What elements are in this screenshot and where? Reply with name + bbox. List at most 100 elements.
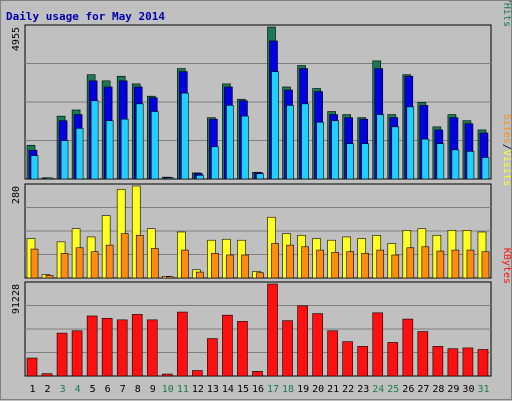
sites-bar [105,244,114,279]
pages-bar [120,118,129,180]
sites-bar [376,249,385,279]
x-tick-label: 9 [150,384,156,395]
pages-bar [105,120,114,180]
kbytes-bar [86,315,98,377]
pages-bar [361,143,370,180]
sites-bar [406,247,415,279]
kbytes-bar [477,349,489,377]
kbytes-bar [462,347,474,377]
pages-bar [451,149,460,180]
sites-bar [241,254,249,279]
kbytes-bar [297,305,308,377]
kbytes-bar [357,346,369,377]
x-tick-label: 6 [105,384,111,395]
sites-bar [30,248,39,279]
x-tick-label: 2 [45,384,51,395]
x-tick-label: 5 [90,384,96,395]
sites-bar [466,249,475,279]
x-tick-label: 7 [120,384,126,395]
sites-bar [135,234,144,279]
kbytes-bar [447,348,459,377]
x-tick-label: 30 [462,384,474,395]
kbytes-bar [342,341,353,377]
x-tick-label: 22 [342,384,354,395]
pages-bar [90,100,99,180]
sites-bar [346,251,354,279]
sites-bar [45,275,54,279]
kbytes-bar [41,373,53,377]
x-tick-label: 18 [282,384,294,395]
sites-bar [421,246,430,279]
pages-bar [45,177,54,180]
kbytes-bar [312,313,323,377]
sites-bar [211,253,219,279]
x-tick-label: 28 [432,384,444,395]
x-tick-label: 23 [357,384,369,395]
kbytes-bar [26,357,38,377]
pages-bar [226,105,234,180]
pages-bar [481,157,490,180]
pages-bar [135,103,144,180]
pages-bar [316,121,324,180]
pages-bar [181,92,189,180]
kbytes-bar [161,373,173,377]
x-tick-label: 20 [312,384,324,395]
kbytes-bar [207,338,218,377]
x-tick-label: 1 [30,384,36,395]
x-tick-label: 31 [477,384,489,395]
kbytes-bar [101,318,113,377]
sites-bar [256,272,264,279]
pages-bar [30,155,39,180]
kbytes-bar [71,330,83,377]
pages-bar [241,115,249,180]
x-tick-label: 24 [372,384,384,395]
x-tick-label: 4 [75,384,81,395]
sites-bar [165,276,174,279]
sites-bar [60,253,69,279]
x-tick-label: 15 [237,384,249,395]
x-tick-label: 29 [447,384,459,395]
sites-bar [331,252,339,279]
pages-bar [346,143,354,180]
pages-bar [211,146,219,180]
pages-bar [466,151,475,180]
kbytes-bar [402,318,414,377]
x-tick-label: 11 [177,384,189,395]
legend-sites-visits-entry: Sites [501,114,512,144]
sites-bar [316,249,324,279]
pages-bar [376,114,385,180]
x-tick-label: 13 [207,384,219,395]
kbytes-bar [282,320,293,377]
sites-bar [301,246,309,279]
kbytes-bar [237,321,248,377]
kbytes-bar [267,283,278,377]
pages-bar [75,128,84,180]
pages-bar [301,103,309,180]
panel-1-ymax-label: 4955 [11,27,22,51]
legend-pages-files-hits: Pages/Files/Hits [501,1,512,27]
pages-bar [196,175,204,180]
legend-pages-files-hits-entry: Hits [501,3,512,27]
kbytes-bar [56,332,68,377]
panel-3-ymax-label: 91228 [11,284,22,314]
panel-2-ymax-label: 280 [11,186,22,204]
sites-bar [150,248,159,279]
pages-bar [286,105,294,180]
chart-title: Daily usage for May 2014 [6,10,165,23]
x-tick-label: 27 [417,384,429,395]
kbytes-bar [252,371,263,377]
x-tick-label: 12 [192,384,204,395]
legend-sites-visits-entry: Visits [501,150,512,186]
pages-bar [391,126,400,180]
pages-bar [421,138,430,180]
sites-bar [451,249,460,279]
pages-bar [331,120,339,180]
sites-bar [271,243,279,279]
sites-bar [196,271,204,279]
kbytes-bar [372,312,384,377]
x-tick-label: 10 [162,384,174,395]
sites-bar [361,253,370,279]
kbytes-bar [192,370,203,377]
